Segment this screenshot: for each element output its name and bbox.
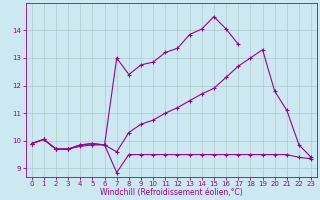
X-axis label: Windchill (Refroidissement éolien,°C): Windchill (Refroidissement éolien,°C) xyxy=(100,188,243,197)
